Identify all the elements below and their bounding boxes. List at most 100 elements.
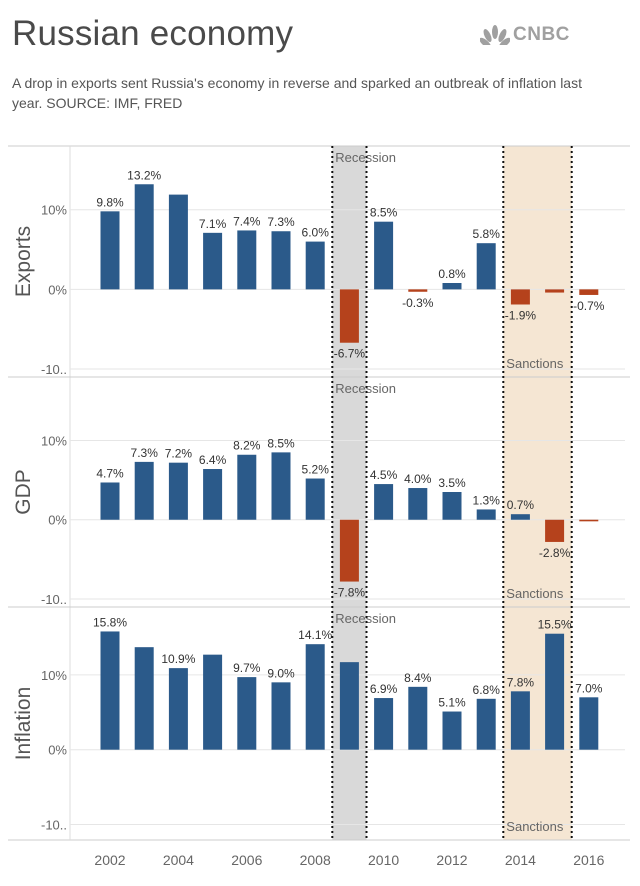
bar bbox=[579, 289, 599, 295]
y-tick-label: 10% bbox=[41, 433, 67, 448]
bar bbox=[579, 697, 599, 750]
bar bbox=[134, 184, 154, 290]
recession-label: Recession bbox=[335, 381, 396, 396]
bar bbox=[168, 194, 188, 290]
bar bbox=[510, 289, 530, 305]
data-label: 15.5% bbox=[538, 618, 572, 632]
data-label: 8.2% bbox=[233, 439, 261, 453]
bar bbox=[408, 289, 428, 292]
data-label: 7.2% bbox=[165, 447, 193, 461]
y-axis-title: GDP bbox=[12, 469, 35, 515]
logo-text: CNBC bbox=[513, 24, 570, 45]
bar bbox=[100, 482, 120, 520]
bar bbox=[510, 691, 530, 750]
data-label: 14.1% bbox=[298, 628, 332, 642]
data-label: -1.9% bbox=[505, 309, 537, 323]
bar bbox=[510, 514, 530, 520]
y-tick-label: -10.. bbox=[41, 362, 67, 377]
data-label: 7.3% bbox=[267, 215, 295, 229]
chart-title: Russian economy bbox=[12, 14, 294, 53]
bar bbox=[203, 469, 223, 520]
x-tick-label: 2006 bbox=[231, 852, 262, 868]
data-label: -7.8% bbox=[334, 586, 366, 600]
data-label: 5.8% bbox=[473, 227, 501, 241]
bar bbox=[339, 289, 359, 343]
bar bbox=[374, 221, 394, 290]
bar bbox=[271, 231, 291, 290]
bar bbox=[476, 509, 496, 520]
bar bbox=[271, 452, 291, 520]
y-tick-label: 0% bbox=[48, 282, 67, 297]
y-tick-label: -10.. bbox=[41, 818, 67, 833]
data-label: 7.8% bbox=[507, 675, 535, 689]
y-tick-label: 0% bbox=[48, 513, 67, 528]
recession-label: Recession bbox=[335, 611, 396, 626]
bar bbox=[203, 232, 223, 290]
peacock-icon bbox=[480, 25, 510, 45]
data-label: 5.1% bbox=[438, 696, 466, 710]
data-label: 15.8% bbox=[93, 615, 127, 629]
bar bbox=[100, 631, 120, 750]
data-label: 6.9% bbox=[370, 682, 398, 696]
x-tick-label: 2016 bbox=[573, 852, 604, 868]
data-label: 7.0% bbox=[575, 681, 603, 695]
y-tick-label: 10% bbox=[41, 668, 67, 683]
data-label: 4.5% bbox=[370, 468, 398, 482]
bar bbox=[271, 682, 291, 750]
x-tick-label: 2008 bbox=[300, 852, 331, 868]
bar bbox=[237, 454, 257, 520]
bar bbox=[237, 230, 257, 290]
bar bbox=[305, 478, 325, 520]
data-label: 0.8% bbox=[438, 267, 466, 281]
data-label: 9.8% bbox=[96, 195, 124, 209]
data-label: 6.8% bbox=[473, 683, 501, 697]
bar bbox=[305, 241, 325, 290]
sanctions-label: Sanctions bbox=[506, 586, 564, 601]
y-tick-label: 0% bbox=[48, 743, 67, 758]
data-label: -0.3% bbox=[402, 296, 434, 310]
data-label: 7.3% bbox=[131, 446, 159, 460]
x-tick-label: 2002 bbox=[94, 852, 125, 868]
chart-subtitle: A drop in exports sent Russia's economy … bbox=[12, 75, 582, 111]
bar bbox=[442, 492, 462, 520]
bar bbox=[545, 289, 565, 293]
data-label: 9.7% bbox=[233, 661, 261, 675]
bar bbox=[237, 677, 257, 750]
y-tick-label: -10.. bbox=[41, 592, 67, 607]
bar bbox=[134, 647, 154, 750]
bar bbox=[476, 698, 496, 750]
bar bbox=[374, 484, 394, 520]
data-label: 3.5% bbox=[438, 476, 466, 490]
sanctions-label: Sanctions bbox=[506, 356, 564, 371]
data-label: 5.2% bbox=[302, 463, 330, 477]
x-tick-label: 2014 bbox=[505, 852, 536, 868]
bar bbox=[305, 644, 325, 750]
data-label: 9.0% bbox=[267, 666, 295, 680]
bar bbox=[579, 519, 599, 522]
data-label: -2.8% bbox=[539, 546, 571, 560]
data-label: 6.4% bbox=[199, 453, 227, 467]
bar bbox=[168, 668, 188, 750]
bar bbox=[134, 461, 154, 520]
data-label: 6.0% bbox=[302, 226, 330, 240]
data-label: 8.5% bbox=[267, 436, 295, 450]
bar bbox=[408, 686, 428, 750]
y-tick-label: 10% bbox=[41, 203, 67, 218]
bar bbox=[442, 711, 462, 750]
data-label: 4.0% bbox=[404, 472, 432, 486]
x-tick-label: 2012 bbox=[436, 852, 467, 868]
data-label: 8.4% bbox=[404, 671, 432, 685]
bar bbox=[476, 243, 496, 290]
bar bbox=[203, 654, 223, 750]
bar bbox=[442, 283, 462, 290]
bar bbox=[339, 519, 359, 582]
y-axis-title: Inflation bbox=[12, 687, 35, 761]
bar bbox=[545, 519, 565, 542]
data-label: 7.4% bbox=[233, 214, 261, 228]
bar bbox=[408, 488, 428, 520]
data-label: 4.7% bbox=[96, 466, 124, 480]
bar bbox=[100, 211, 120, 290]
data-label: 8.5% bbox=[370, 206, 398, 220]
y-axis-title: Exports bbox=[12, 226, 35, 297]
